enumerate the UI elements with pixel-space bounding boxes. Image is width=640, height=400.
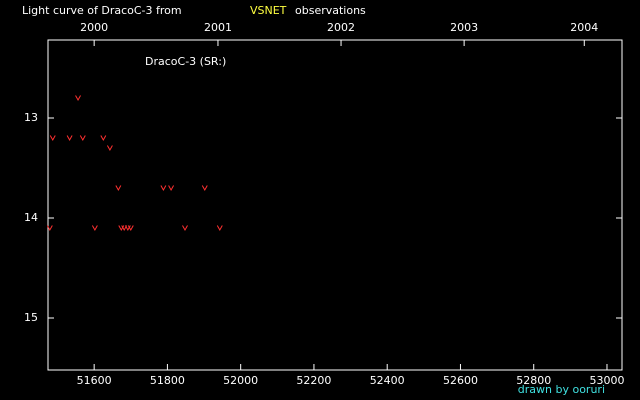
marker-v [127,225,134,232]
x-tick-label: 53000 [589,374,624,387]
marker-v [49,135,56,142]
x-tick-label: 52400 [370,374,405,387]
x2-tick-label: 2001 [204,21,232,34]
plot-frame [47,39,623,371]
marker-v [201,185,208,192]
legend-label: DracoC-3 (SR:) [145,55,226,68]
credit: drawn by ooruri [518,383,605,396]
x-tick-label: 52800 [516,374,551,387]
marker-v [182,225,188,232]
x-tick-label: 52600 [443,374,478,387]
chart-title-suffix: observations [295,4,366,17]
marker-v [160,185,167,192]
x-tick-label: 51600 [77,374,112,387]
marker-v [91,225,98,232]
marker-v [100,135,107,142]
x2-tick-label: 2002 [327,21,355,34]
marker-v [216,225,223,232]
marker-v [66,135,73,142]
marker-v [79,135,86,142]
marker-v [75,95,81,102]
x-tick-label: 52000 [223,374,258,387]
x-tick-label: 51800 [150,374,185,387]
y-tick-label: 14 [24,211,38,224]
chart-title: Light curve of DracoC-3 from [22,4,182,17]
y-tick-label: 15 [24,311,38,324]
x2-tick-label: 2004 [570,21,598,34]
marker-v [115,185,122,192]
chart-title-source: VSNET [250,4,287,17]
y-tick-label: 13 [24,111,38,124]
marker-v [106,145,113,152]
marker-v [46,225,53,232]
x2-tick-label: 2000 [80,21,108,34]
marker-v [168,185,175,192]
x-tick-label: 52200 [296,374,331,387]
x2-tick-label: 2003 [450,21,478,34]
